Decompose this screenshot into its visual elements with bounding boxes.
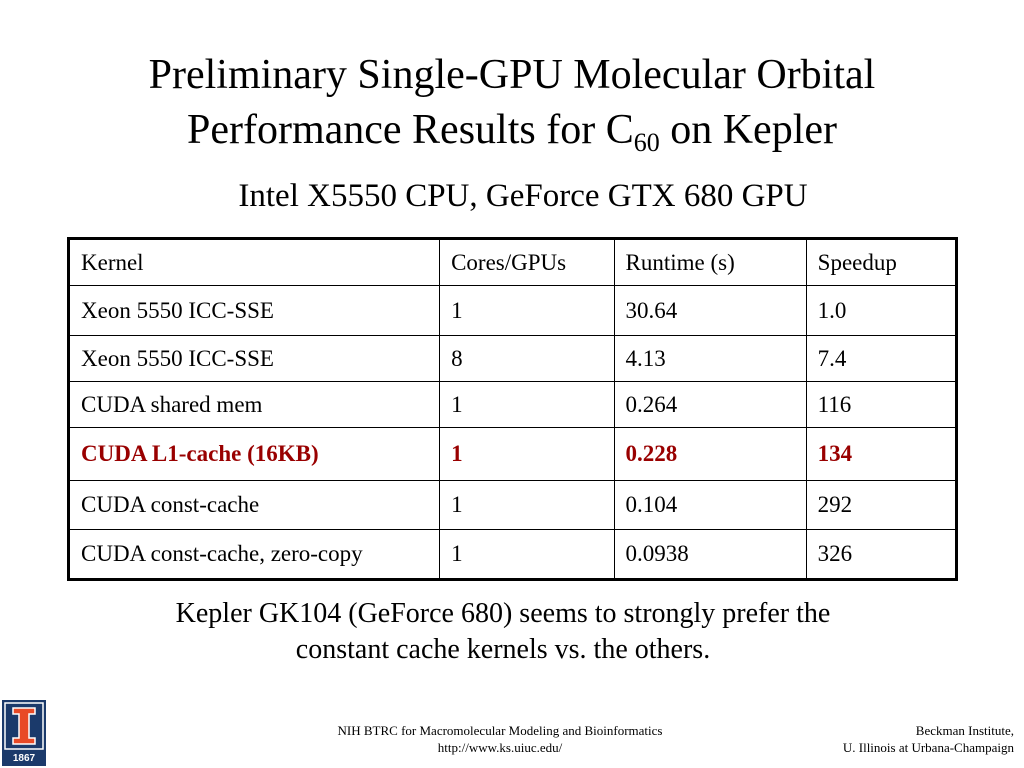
cell-kernel: CUDA const-cache [67,480,441,530]
title-line-2-prefix: Performance Results for C [186,107,634,153]
cell-cores: 8 [439,335,615,382]
cell-runtime: 0.264 [613,381,807,428]
cell-kernel: CUDA shared mem [67,381,441,428]
cell-runtime: 4.13 [613,335,807,382]
table-row: Xeon 5550 ICC-SSE 8 4.13 7.4 [67,335,958,382]
cell-cores: 1 [439,285,615,336]
cell-kernel: Xeon 5550 ICC-SSE [67,285,441,336]
cell-speedup: 292 [805,480,958,530]
slide-subtitle: Intel X5550 CPU, GeForce GTX 680 GPU [238,178,808,214]
logo-year: 1867 [13,753,36,764]
observation-note: Kepler GK104 (GeForce 680) seems to stro… [0,596,1006,668]
footer-organization: NIH BTRC for Macromolecular Modeling and… [337,723,663,738]
cell-kernel: CUDA L1-cache (16KB) [67,427,441,481]
title-line-2: Performance Results for C60 on Kepler [0,103,1024,158]
note-line-2: constant cache kernels vs. the others. [295,634,711,665]
header-runtime: Runtime (s) [613,238,807,286]
university-of-illinois-logo-icon: 1867 [2,700,46,766]
cell-cores: 1 [439,480,615,530]
slide-title: Preliminary Single-GPU Molecular Orbital… [0,48,1024,158]
header-kernel: Kernel [67,238,441,286]
table-row: CUDA const-cache, zero-copy 1 0.0938 326 [67,529,958,580]
cell-kernel: Xeon 5550 ICC-SSE [67,335,441,382]
cell-speedup: 7.4 [805,335,958,382]
title-line-1: Preliminary Single-GPU Molecular Orbital [148,52,876,98]
cell-speedup: 1.0 [805,285,958,336]
title-subscript: 60 [633,128,660,157]
cell-cores: 1 [439,381,615,428]
table-row: CUDA const-cache 1 0.104 292 [67,480,958,530]
footer-institute: Beckman Institute, [915,723,1014,738]
header-cores-gpus: Cores/GPUs [439,238,615,286]
cell-runtime: 30.64 [613,285,807,336]
cell-cores: 1 [439,529,615,580]
note-line-1: Kepler GK104 (GeForce 680) seems to stro… [175,598,831,629]
cell-speedup: 116 [805,381,958,428]
cell-speedup: 134 [805,427,958,481]
table-row: Xeon 5550 ICC-SSE 1 30.64 1.0 [67,285,958,336]
cell-kernel: CUDA const-cache, zero-copy [67,529,441,580]
footer-university: U. Illinois at Urbana-Champaign [842,740,1014,755]
cell-speedup: 326 [805,529,958,580]
table-row-highlighted: CUDA L1-cache (16KB) 1 0.228 134 [67,427,958,481]
cell-runtime: 0.228 [613,427,807,481]
title-line-2-suffix: on Kepler [659,107,837,153]
footer-center: NIH BTRC for Macromolecular Modeling and… [290,722,710,756]
header-speedup: Speedup [805,238,958,286]
table-row: CUDA shared mem 1 0.264 116 [67,381,958,428]
cell-runtime: 0.0938 [613,529,807,580]
cell-cores: 1 [439,427,615,481]
footer-url: http://www.ks.uiuc.edu/ [437,740,563,755]
cell-runtime: 0.104 [613,480,807,530]
results-table: Kernel Cores/GPUs Runtime (s) Speedup Xe… [67,237,958,581]
table-header-row: Kernel Cores/GPUs Runtime (s) Speedup [67,238,958,286]
footer-right: Beckman Institute, U. Illinois at Urbana… [754,722,1014,756]
university-logo: 1867 [2,700,46,766]
